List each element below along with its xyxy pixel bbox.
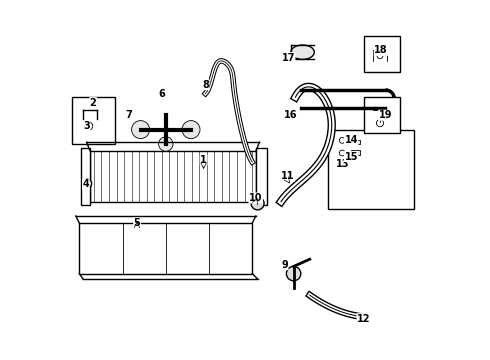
Circle shape: [159, 137, 173, 151]
Circle shape: [376, 120, 384, 127]
Circle shape: [84, 122, 93, 130]
Text: 17: 17: [281, 53, 295, 63]
Text: 18: 18: [374, 45, 388, 55]
Circle shape: [377, 53, 383, 59]
Text: 19: 19: [379, 110, 392, 120]
Text: 4: 4: [82, 179, 89, 189]
Circle shape: [182, 121, 200, 139]
Circle shape: [286, 266, 301, 281]
Bar: [79, 223, 252, 274]
Text: 11: 11: [281, 171, 294, 181]
Circle shape: [251, 197, 264, 210]
Bar: [351, 140, 360, 144]
Bar: [72, 97, 116, 144]
Text: 8: 8: [202, 80, 209, 90]
Text: 1: 1: [200, 155, 207, 165]
Bar: [351, 150, 360, 155]
Text: 7: 7: [126, 110, 132, 120]
Bar: [364, 97, 400, 133]
Bar: [328, 130, 414, 209]
Text: 12: 12: [357, 314, 370, 324]
Ellipse shape: [291, 45, 314, 59]
Circle shape: [339, 163, 345, 168]
Circle shape: [132, 121, 149, 139]
Bar: [256, 148, 267, 205]
Text: 3: 3: [83, 121, 90, 131]
Text: 13: 13: [336, 159, 349, 169]
Text: 5: 5: [134, 218, 140, 228]
Text: 14: 14: [344, 135, 358, 145]
Text: 2: 2: [90, 98, 97, 108]
Text: 10: 10: [249, 193, 263, 203]
Text: 9: 9: [281, 260, 288, 270]
Bar: [90, 151, 256, 202]
Text: 15: 15: [344, 152, 358, 162]
Circle shape: [339, 138, 345, 143]
Bar: [364, 36, 400, 72]
Text: 16: 16: [284, 110, 298, 120]
Circle shape: [83, 179, 92, 188]
Circle shape: [339, 150, 345, 156]
Bar: [81, 148, 90, 205]
Text: 6: 6: [158, 89, 165, 99]
